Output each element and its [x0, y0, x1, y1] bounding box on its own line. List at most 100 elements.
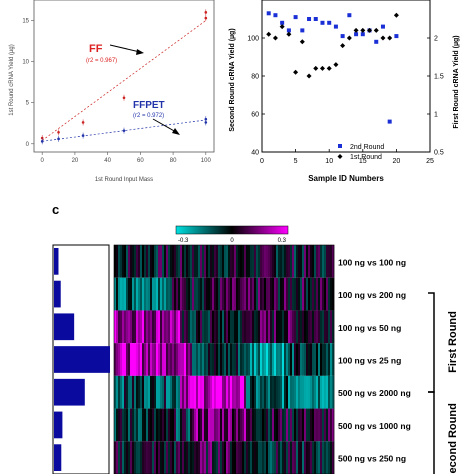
heatmap-cell: [140, 408, 143, 442]
a-ytick-label: 10: [22, 60, 29, 66]
heatmap-cell: [128, 343, 131, 376]
heatmap-cell: [300, 375, 303, 409]
heatmap-cell: [168, 441, 171, 474]
heatmap-cell: [194, 245, 197, 278]
heatmap-cell: [142, 375, 145, 409]
heatmap-cell: [262, 245, 265, 278]
heatmap-cell: [224, 277, 227, 311]
b-1st-round-point: [346, 35, 352, 41]
ffpet-label: FFPET: [133, 100, 165, 111]
b-xtick-label: 5: [294, 158, 298, 165]
heatmap-cell: [326, 375, 329, 409]
b-xtick-label: 20: [393, 158, 401, 165]
heatmap-cell: [138, 310, 141, 344]
heatmap-cell: [152, 245, 155, 278]
b-ytick-label: 100: [247, 36, 259, 43]
b-1st-round-point: [367, 27, 373, 33]
heatmap-cell: [114, 375, 117, 409]
heatmap-cell: [172, 408, 175, 442]
heatmap-cell: [194, 375, 197, 409]
heatmap-cell: [166, 408, 169, 442]
heatmap-cell: [282, 343, 285, 376]
heatmap-cell: [186, 310, 189, 344]
heatmap-cell: [296, 277, 299, 311]
b-rtick-label: 2: [434, 36, 438, 43]
heatmap-cell: [254, 277, 257, 311]
heatmap-cell: [138, 441, 141, 474]
heatmap-cell: [186, 441, 189, 474]
heatmap-cell: [122, 408, 125, 442]
heatmap-cell: [216, 310, 219, 344]
heatmap-cell: [294, 441, 297, 474]
heatmap-cell: [250, 408, 253, 442]
heatmap-cell: [278, 343, 281, 376]
heatmap-cell: [322, 245, 325, 278]
heatmap-cell: [284, 375, 287, 409]
heatmap-cell: [300, 245, 303, 278]
heatmap-cell: [232, 245, 235, 278]
b-1st-round-point: [373, 27, 379, 33]
heatmap-cell: [150, 245, 153, 278]
heatmap-cell: [202, 310, 205, 344]
b-2nd-round-point: [394, 34, 399, 39]
heatmap-cell: [262, 441, 265, 474]
heatmap-cell: [150, 310, 153, 344]
heatmap-cell: [208, 343, 211, 376]
heatmap-cell: [162, 343, 165, 376]
heatmap-cell: [144, 310, 147, 344]
heatmap-cell: [192, 343, 195, 376]
heatmap-cell: [280, 277, 283, 311]
heatmap-cell: [260, 375, 263, 409]
heatmap-cell: [168, 277, 171, 311]
heatmap-cell: [130, 408, 133, 442]
heatmap-cell: [272, 277, 275, 311]
heatmap-cell: [184, 343, 187, 376]
b-rtick-label: 1.5: [434, 74, 444, 81]
heatmap-cell: [210, 408, 213, 442]
heatmap-cell: [136, 343, 139, 376]
heatmap-cell: [222, 375, 225, 409]
b-2nd-round-point: [387, 119, 392, 124]
heatmap-cell: [326, 343, 329, 376]
heatmap-cell: [190, 245, 193, 278]
heatmap-cell: [130, 310, 133, 344]
heatmap-cell: [256, 245, 259, 278]
heatmap-cell: [186, 277, 189, 311]
heatmap-cell: [332, 408, 335, 442]
a-data-point: [81, 121, 85, 124]
heatmap-cell: [184, 310, 187, 344]
heatmap-cell: [188, 245, 191, 278]
heatmap-cell: [114, 408, 117, 442]
heatmap-cell: [142, 245, 145, 278]
b-1st-round-point: [266, 31, 272, 37]
heatmap-cell: [176, 343, 179, 376]
heatmap-cell: [324, 343, 327, 376]
heatmap-cell: [204, 408, 207, 442]
heatmap-cell: [310, 408, 313, 442]
heatmap-cell: [120, 277, 123, 311]
heatmap-cell: [242, 408, 245, 442]
legend-diamond-marker: [337, 154, 343, 159]
heatmap-cell: [208, 245, 211, 278]
heatmap-cell: [240, 343, 243, 376]
heatmap-cell: [322, 408, 325, 442]
heatmap-cell: [232, 441, 235, 474]
heatmap-cell: [318, 245, 321, 278]
heatmap-cell: [178, 245, 181, 278]
heatmap-cell: [244, 245, 247, 278]
heatmap-cell: [136, 441, 139, 474]
heatmap-cell: [126, 441, 129, 474]
heatmap-cell: [188, 375, 191, 409]
heatmap-cell: [272, 441, 275, 474]
heatmap-cell: [310, 441, 313, 474]
heatmap-cell: [162, 277, 165, 311]
heatmap-cell: [210, 277, 213, 311]
b-2nd-round-point: [300, 28, 305, 33]
b-xtick-label: 0: [260, 158, 264, 165]
heatmap-cell: [164, 441, 167, 474]
heatmap-cell: [206, 441, 209, 474]
b-1st-round-point: [360, 27, 366, 33]
heatmap-cell: [274, 310, 277, 344]
heatmap-cell: [160, 310, 163, 344]
heatmap-cell: [228, 277, 231, 311]
